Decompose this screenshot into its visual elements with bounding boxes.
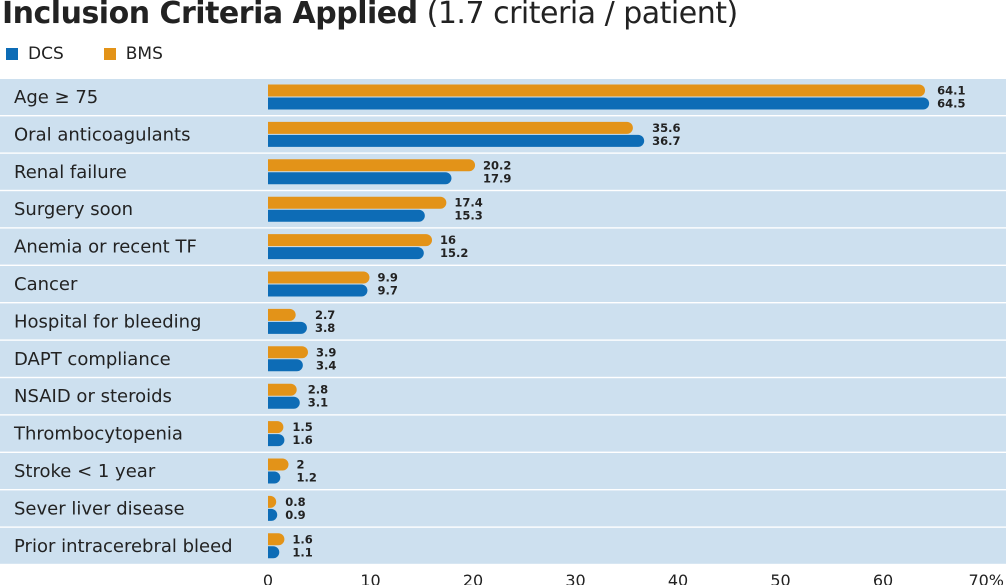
legend-swatch-dcs	[6, 48, 18, 60]
bar-bms-renal-failure	[268, 159, 476, 172]
bar-bms-thrombocytopenia	[268, 421, 284, 434]
x-tick-label-10: 10	[360, 571, 380, 585]
row-background-thrombocytopenia	[0, 415, 1006, 452]
category-label-nsaid-or-steroids: NSAID or steroids	[14, 386, 172, 407]
value-label-bms-surgery-soon: 17.4	[454, 196, 482, 210]
value-label-bms-cancer: 9.9	[377, 271, 397, 285]
bar-bms-oral-anticoagulants	[268, 121, 633, 134]
bar-bms-hospital-for-bleeding	[268, 308, 296, 321]
bar-bms-age-75	[268, 84, 926, 97]
bar-bms-dapt-compliance	[268, 346, 308, 359]
category-label-age-75: Age ≥ 75	[14, 87, 98, 108]
legend-swatch-bms	[103, 48, 116, 60]
value-label-dcs-prior-intracerebral-bleed: 1.1	[292, 545, 312, 559]
row-background-hospital-for-bleeding	[0, 303, 1006, 340]
value-label-dcs-surgery-soon: 15.3	[454, 209, 482, 223]
value-label-bms-nsaid-or-steroids: 2.8	[308, 383, 328, 397]
legend-label-dcs: DCS	[28, 44, 64, 64]
bar-dcs-nsaid-or-steroids	[268, 396, 300, 409]
category-label-oral-anticoagulants: Oral anticoagulants	[14, 124, 190, 145]
category-label-dapt-compliance: DAPT compliance	[14, 349, 171, 370]
row-background-cancer	[0, 266, 1006, 302]
bar-dcs-oral-anticoagulants	[268, 134, 645, 147]
value-label-dcs-dapt-compliance: 3.4	[316, 358, 336, 372]
x-tick-label-0: 0	[263, 571, 273, 585]
bar-dcs-stroke-1-year	[268, 471, 281, 484]
value-label-dcs-renal-failure: 17.9	[483, 171, 511, 185]
row-background-nsaid-or-steroids	[0, 378, 1006, 415]
bar-dcs-thrombocytopenia	[268, 434, 285, 447]
bar-dcs-cancer	[268, 284, 368, 297]
bar-dcs-dapt-compliance	[268, 359, 303, 372]
value-label-dcs-cancer: 9.7	[377, 284, 397, 298]
x-tick-label-70: 70%	[968, 571, 1004, 585]
category-label-renal-failure: Renal failure	[14, 162, 127, 183]
bar-bms-surgery-soon	[268, 196, 447, 209]
category-label-sever-liver-disease: Sever liver disease	[14, 498, 185, 519]
value-label-dcs-age-75: 64.5	[937, 97, 965, 111]
value-label-bms-thrombocytopenia: 1.5	[292, 420, 312, 434]
bar-dcs-surgery-soon	[268, 209, 425, 222]
x-tick-label-50: 50	[770, 571, 790, 585]
value-label-bms-dapt-compliance: 3.9	[316, 345, 336, 359]
x-tick-label-20: 20	[463, 571, 483, 585]
row-background-surgery-soon	[0, 191, 1006, 228]
bar-dcs-renal-failure	[268, 172, 452, 185]
bar-dcs-hospital-for-bleeding	[268, 321, 307, 334]
row-background-dapt-compliance	[0, 340, 1006, 377]
row-background-stroke-1-year	[0, 453, 1006, 489]
row-background-anemia-or-recent-tf	[0, 228, 1006, 265]
bar-dcs-anemia-or-recent-tf	[268, 247, 424, 260]
value-label-dcs-stroke-1-year: 1.2	[297, 471, 317, 485]
bar-dcs-sever-liver-disease	[268, 508, 278, 521]
value-label-dcs-nsaid-or-steroids: 3.1	[308, 396, 328, 410]
value-label-dcs-thrombocytopenia: 1.6	[292, 433, 312, 447]
value-label-bms-anemia-or-recent-tf: 16	[440, 233, 456, 247]
legend-label-bms: BMS	[125, 44, 163, 64]
bar-bms-sever-liver-disease	[268, 495, 277, 508]
category-label-stroke-1-year: Stroke < 1 year	[14, 461, 156, 482]
row-background-renal-failure	[0, 153, 1006, 190]
value-label-bms-age-75: 64.1	[937, 84, 965, 98]
category-label-cancer: Cancer	[14, 274, 78, 295]
category-label-prior-intracerebral-bleed: Prior intracerebral bleed	[14, 536, 233, 557]
value-label-dcs-oral-anticoagulants: 36.7	[652, 134, 680, 148]
chart-title: Inclusion Criteria Applied (1.7 criteria…	[2, 0, 738, 31]
row-background-sever-liver-disease	[0, 490, 1006, 527]
bar-dcs-age-75	[268, 97, 930, 110]
category-label-surgery-soon: Surgery soon	[14, 199, 133, 220]
bar-bms-cancer	[268, 271, 370, 284]
legend-item-bms: BMS	[103, 44, 163, 64]
x-tick-label-30: 30	[565, 571, 585, 585]
value-label-bms-oral-anticoagulants: 35.6	[652, 121, 680, 135]
bar-bms-nsaid-or-steroids	[268, 383, 297, 396]
category-label-thrombocytopenia: Thrombocytopenia	[13, 424, 183, 445]
value-label-bms-prior-intracerebral-bleed: 1.6	[292, 532, 312, 546]
category-label-hospital-for-bleeding: Hospital for bleeding	[14, 311, 201, 332]
value-label-dcs-anemia-or-recent-tf: 15.2	[440, 246, 468, 260]
bar-bms-anemia-or-recent-tf	[268, 234, 432, 247]
x-tick-label-40: 40	[668, 571, 688, 585]
legend-item-dcs: DCS	[6, 44, 64, 64]
row-background-prior-intracerebral-bleed	[0, 527, 1006, 564]
x-tick-label-60: 60	[873, 571, 893, 585]
value-label-bms-stroke-1-year: 2	[297, 458, 305, 472]
chart-title-subtitle: (1.7 criteria / patient)	[417, 0, 739, 31]
bar-bms-stroke-1-year	[268, 458, 289, 471]
value-label-dcs-hospital-for-bleeding: 3.8	[315, 321, 335, 335]
value-label-bms-renal-failure: 20.2	[483, 158, 511, 172]
value-label-dcs-sever-liver-disease: 0.9	[285, 508, 305, 522]
chart-title-bold: Inclusion Criteria Applied	[2, 0, 418, 31]
value-label-bms-hospital-for-bleeding: 2.7	[315, 308, 335, 322]
bar-bms-prior-intracerebral-bleed	[268, 533, 285, 546]
category-label-anemia-or-recent-tf: Anemia or recent TF	[14, 237, 197, 258]
value-label-bms-sever-liver-disease: 0.8	[285, 495, 305, 509]
bar-dcs-prior-intracerebral-bleed	[268, 546, 280, 559]
row-background-age-75	[0, 79, 1006, 115]
chart-legend: DCS BMS	[6, 44, 203, 64]
